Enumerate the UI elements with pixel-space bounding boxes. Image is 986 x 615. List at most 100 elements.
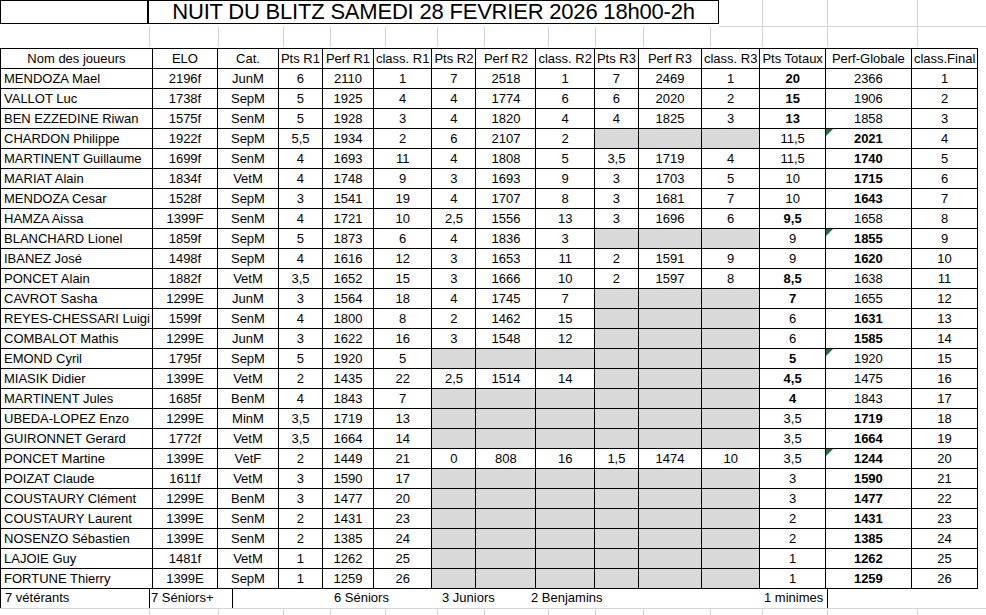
cell-r5-c10[interactable]: 3,5: [594, 149, 638, 169]
cell-r4-c13[interactable]: 11,5: [760, 129, 825, 149]
cell-r18-c15[interactable]: 18: [911, 409, 977, 429]
cell-r11-c8[interactable]: 1666: [476, 269, 536, 289]
cell-r20-c15[interactable]: 20: [911, 449, 977, 469]
cell-r16-c5[interactable]: 1435: [322, 369, 373, 389]
cell-r8-c11[interactable]: 1696: [638, 209, 701, 229]
cell-r20-c2[interactable]: 1399E: [152, 449, 217, 469]
cell-r9-c3[interactable]: SepM: [217, 229, 278, 249]
cell-r9-c11[interactable]: [638, 229, 701, 249]
cell-r6-c1[interactable]: MARIAT Alain: [1, 169, 153, 189]
cell-r19-c14[interactable]: 1664: [825, 429, 911, 449]
cell-r25-c1[interactable]: LAJOIE Guy: [1, 549, 153, 569]
cell-r5-c5[interactable]: 1693: [322, 149, 373, 169]
summary-label-1[interactable]: 7 vétérants: [5, 588, 69, 608]
cell-r10-c14[interactable]: 1620: [825, 249, 911, 269]
cell-r24-c4[interactable]: 2: [278, 529, 322, 549]
cell-r9-c15[interactable]: 9: [911, 229, 977, 249]
cell-r14-c15[interactable]: 14: [911, 329, 977, 349]
cell-r7-c4[interactable]: 3: [278, 189, 322, 209]
cell-r8-c6[interactable]: 10: [373, 209, 431, 229]
cell-r20-c8[interactable]: 808: [476, 449, 536, 469]
cell-r21-c3[interactable]: VetM: [217, 469, 278, 489]
cell-r17-c13[interactable]: 4: [760, 389, 825, 409]
cell-r1-c2[interactable]: 2196f: [152, 69, 217, 89]
cell-r5-c13[interactable]: 11,5: [760, 149, 825, 169]
cell-r8-c9[interactable]: 13: [536, 209, 594, 229]
cell-r25-c2[interactable]: 1481f: [152, 549, 217, 569]
cell-r23-c5[interactable]: 1431: [322, 509, 373, 529]
cell-r22-c1[interactable]: COUSTAURY Clément: [1, 489, 153, 509]
cell-r11-c15[interactable]: 11: [911, 269, 977, 289]
cell-r24-c15[interactable]: 24: [911, 529, 977, 549]
cell-r22-c3[interactable]: BenM: [217, 489, 278, 509]
cell-r12-c12[interactable]: [701, 289, 759, 309]
cell-r19-c10[interactable]: [594, 429, 638, 449]
cell-r23-c8[interactable]: [476, 509, 536, 529]
cell-r8-c5[interactable]: 1721: [322, 209, 373, 229]
cell-r10-c7[interactable]: 3: [432, 249, 476, 269]
cell-r6-c7[interactable]: 3: [432, 169, 476, 189]
cell-r17-c9[interactable]: [536, 389, 594, 409]
cell-r19-c2[interactable]: 1772f: [152, 429, 217, 449]
cell-r22-c11[interactable]: [638, 489, 701, 509]
cell-r5-c1[interactable]: MARTINENT Guillaume: [1, 149, 153, 169]
cell-r11-c2[interactable]: 1882f: [152, 269, 217, 289]
cell-r8-c1[interactable]: HAMZA Aissa: [1, 209, 153, 229]
cell-r25-c10[interactable]: [594, 549, 638, 569]
cell-r16-c11[interactable]: [638, 369, 701, 389]
cell-r6-c11[interactable]: 1703: [638, 169, 701, 189]
cell-r13-c5[interactable]: 1800: [322, 309, 373, 329]
cell-r25-c8[interactable]: [476, 549, 536, 569]
cell-r1-c9[interactable]: 1: [536, 69, 594, 89]
column-header-12[interactable]: class. R3: [701, 49, 759, 69]
column-header-1[interactable]: Nom des joueurs: [1, 49, 153, 69]
cell-r11-c5[interactable]: 1652: [322, 269, 373, 289]
cell-r15-c3[interactable]: SepM: [217, 349, 278, 369]
cell-r17-c15[interactable]: 17: [911, 389, 977, 409]
cell-r17-c7[interactable]: [432, 389, 476, 409]
cell-r1-c10[interactable]: 7: [594, 69, 638, 89]
cell-r1-c5[interactable]: 2110: [322, 69, 373, 89]
cell-r18-c4[interactable]: 3,5: [278, 409, 322, 429]
summary-label-5[interactable]: 2 Benjamins: [531, 588, 603, 608]
cell-r25-c15[interactable]: 25: [911, 549, 977, 569]
cell-r6-c12[interactable]: 5: [701, 169, 759, 189]
cell-r12-c8[interactable]: 1745: [476, 289, 536, 309]
cell-r20-c10[interactable]: 1,5: [594, 449, 638, 469]
cell-r13-c14[interactable]: 1631: [825, 309, 911, 329]
cell-r1-c7[interactable]: 7: [432, 69, 476, 89]
cell-r7-c8[interactable]: 1707: [476, 189, 536, 209]
column-header-8[interactable]: Perf R2: [476, 49, 536, 69]
cell-r24-c1[interactable]: NOSENZO Sébastien: [1, 529, 153, 549]
cell-r23-c12[interactable]: [701, 509, 759, 529]
cell-r4-c1[interactable]: CHARDON Philippe: [1, 129, 153, 149]
cell-r3-c10[interactable]: 4: [594, 109, 638, 129]
cell-r15-c8[interactable]: [476, 349, 536, 369]
cell-r13-c9[interactable]: 15: [536, 309, 594, 329]
cell-r25-c7[interactable]: [432, 549, 476, 569]
column-header-5[interactable]: Perf R1: [322, 49, 373, 69]
cell-r1-c4[interactable]: 6: [278, 69, 322, 89]
cell-r14-c2[interactable]: 1299E: [152, 329, 217, 349]
cell-r8-c2[interactable]: 1399F: [152, 209, 217, 229]
cell-r3-c2[interactable]: 1575f: [152, 109, 217, 129]
cell-r16-c13[interactable]: 4,5: [760, 369, 825, 389]
cell-r18-c7[interactable]: [432, 409, 476, 429]
cell-r12-c1[interactable]: CAVROT Sasha: [1, 289, 153, 309]
cell-r13-c8[interactable]: 1462: [476, 309, 536, 329]
cell-r1-c12[interactable]: 1: [701, 69, 759, 89]
cell-r20-c4[interactable]: 2: [278, 449, 322, 469]
cell-r17-c5[interactable]: 1843: [322, 389, 373, 409]
cell-r1-c14[interactable]: 2366: [825, 69, 911, 89]
cell-r19-c5[interactable]: 1664: [322, 429, 373, 449]
cell-r12-c6[interactable]: 18: [373, 289, 431, 309]
cell-r13-c11[interactable]: [638, 309, 701, 329]
cell-r21-c4[interactable]: 3: [278, 469, 322, 489]
cell-r17-c4[interactable]: 4: [278, 389, 322, 409]
cell-r24-c6[interactable]: 24: [373, 529, 431, 549]
cell-r18-c2[interactable]: 1299E: [152, 409, 217, 429]
cell-r21-c8[interactable]: [476, 469, 536, 489]
cell-r26-c4[interactable]: 1: [278, 569, 322, 589]
cell-r14-c10[interactable]: [594, 329, 638, 349]
cell-r9-c7[interactable]: 4: [432, 229, 476, 249]
